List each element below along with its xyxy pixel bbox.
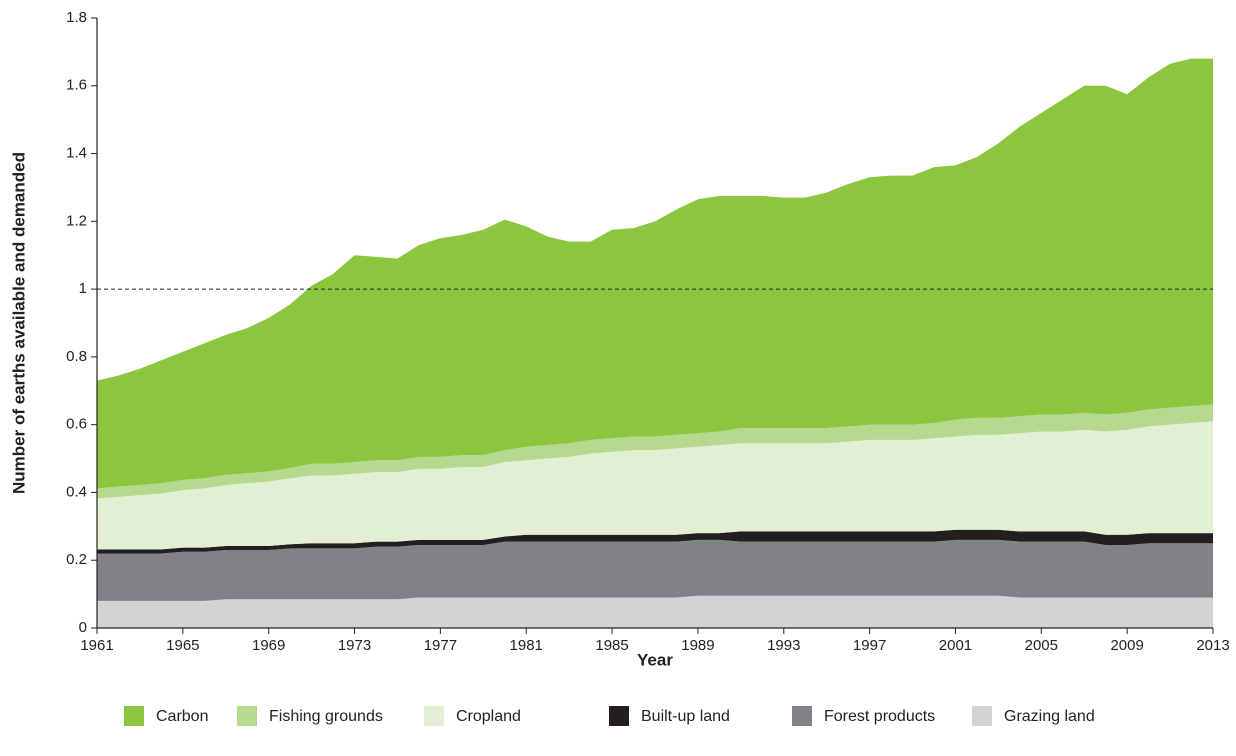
x-tick-label: 1973 (338, 637, 371, 654)
legend-label: Carbon (156, 708, 208, 725)
area (97, 421, 1213, 550)
y-axis-title: Number of earths available and demanded (9, 152, 28, 494)
legend-swatch (237, 706, 257, 726)
area (97, 539, 1213, 601)
area (97, 529, 1213, 554)
y-tick-label: 0.8 (66, 348, 87, 365)
x-tick-label: 1969 (252, 637, 285, 654)
x-tick-label: 1981 (510, 637, 543, 654)
x-tick-label: 2013 (1196, 637, 1229, 654)
x-tick-label: 1989 (681, 637, 714, 654)
y-tick-label: 1.4 (66, 145, 87, 162)
x-tick-label: 1997 (853, 637, 886, 654)
y-tick-label: 0.2 (66, 551, 87, 568)
x-tick-label: 1961 (80, 637, 113, 654)
y-tick-label: 1.6 (66, 77, 87, 94)
y-tick-label: 1 (79, 280, 87, 297)
y-tick-label: 1.2 (66, 212, 87, 229)
legend-label: Grazing land (1004, 708, 1095, 725)
legend-label: Fishing grounds (269, 708, 383, 725)
area (97, 58, 1213, 489)
area (97, 404, 1213, 499)
x-tick-label: 1977 (424, 637, 457, 654)
x-axis-title: Year (637, 650, 673, 669)
x-tick-label: 1965 (166, 637, 199, 654)
x-tick-label: 2001 (939, 637, 972, 654)
legend-swatch (609, 706, 629, 726)
x-tick-label: 2005 (1025, 637, 1058, 654)
legend-label: Cropland (456, 708, 521, 725)
legend-swatch (124, 706, 144, 726)
x-tick-label: 1993 (767, 637, 800, 654)
y-tick-label: 0.4 (66, 483, 87, 500)
y-tick-label: 0 (79, 619, 87, 636)
legend-swatch (424, 706, 444, 726)
legend-label: Forest products (824, 708, 935, 725)
legend-swatch (972, 706, 992, 726)
y-tick-label: 0.6 (66, 416, 87, 433)
x-tick-label: 1985 (595, 637, 628, 654)
legend-label: Built-up land (641, 708, 730, 725)
area (97, 595, 1213, 628)
legend-swatch (792, 706, 812, 726)
y-tick-label: 1.8 (66, 9, 87, 26)
x-tick-label: 2009 (1110, 637, 1143, 654)
